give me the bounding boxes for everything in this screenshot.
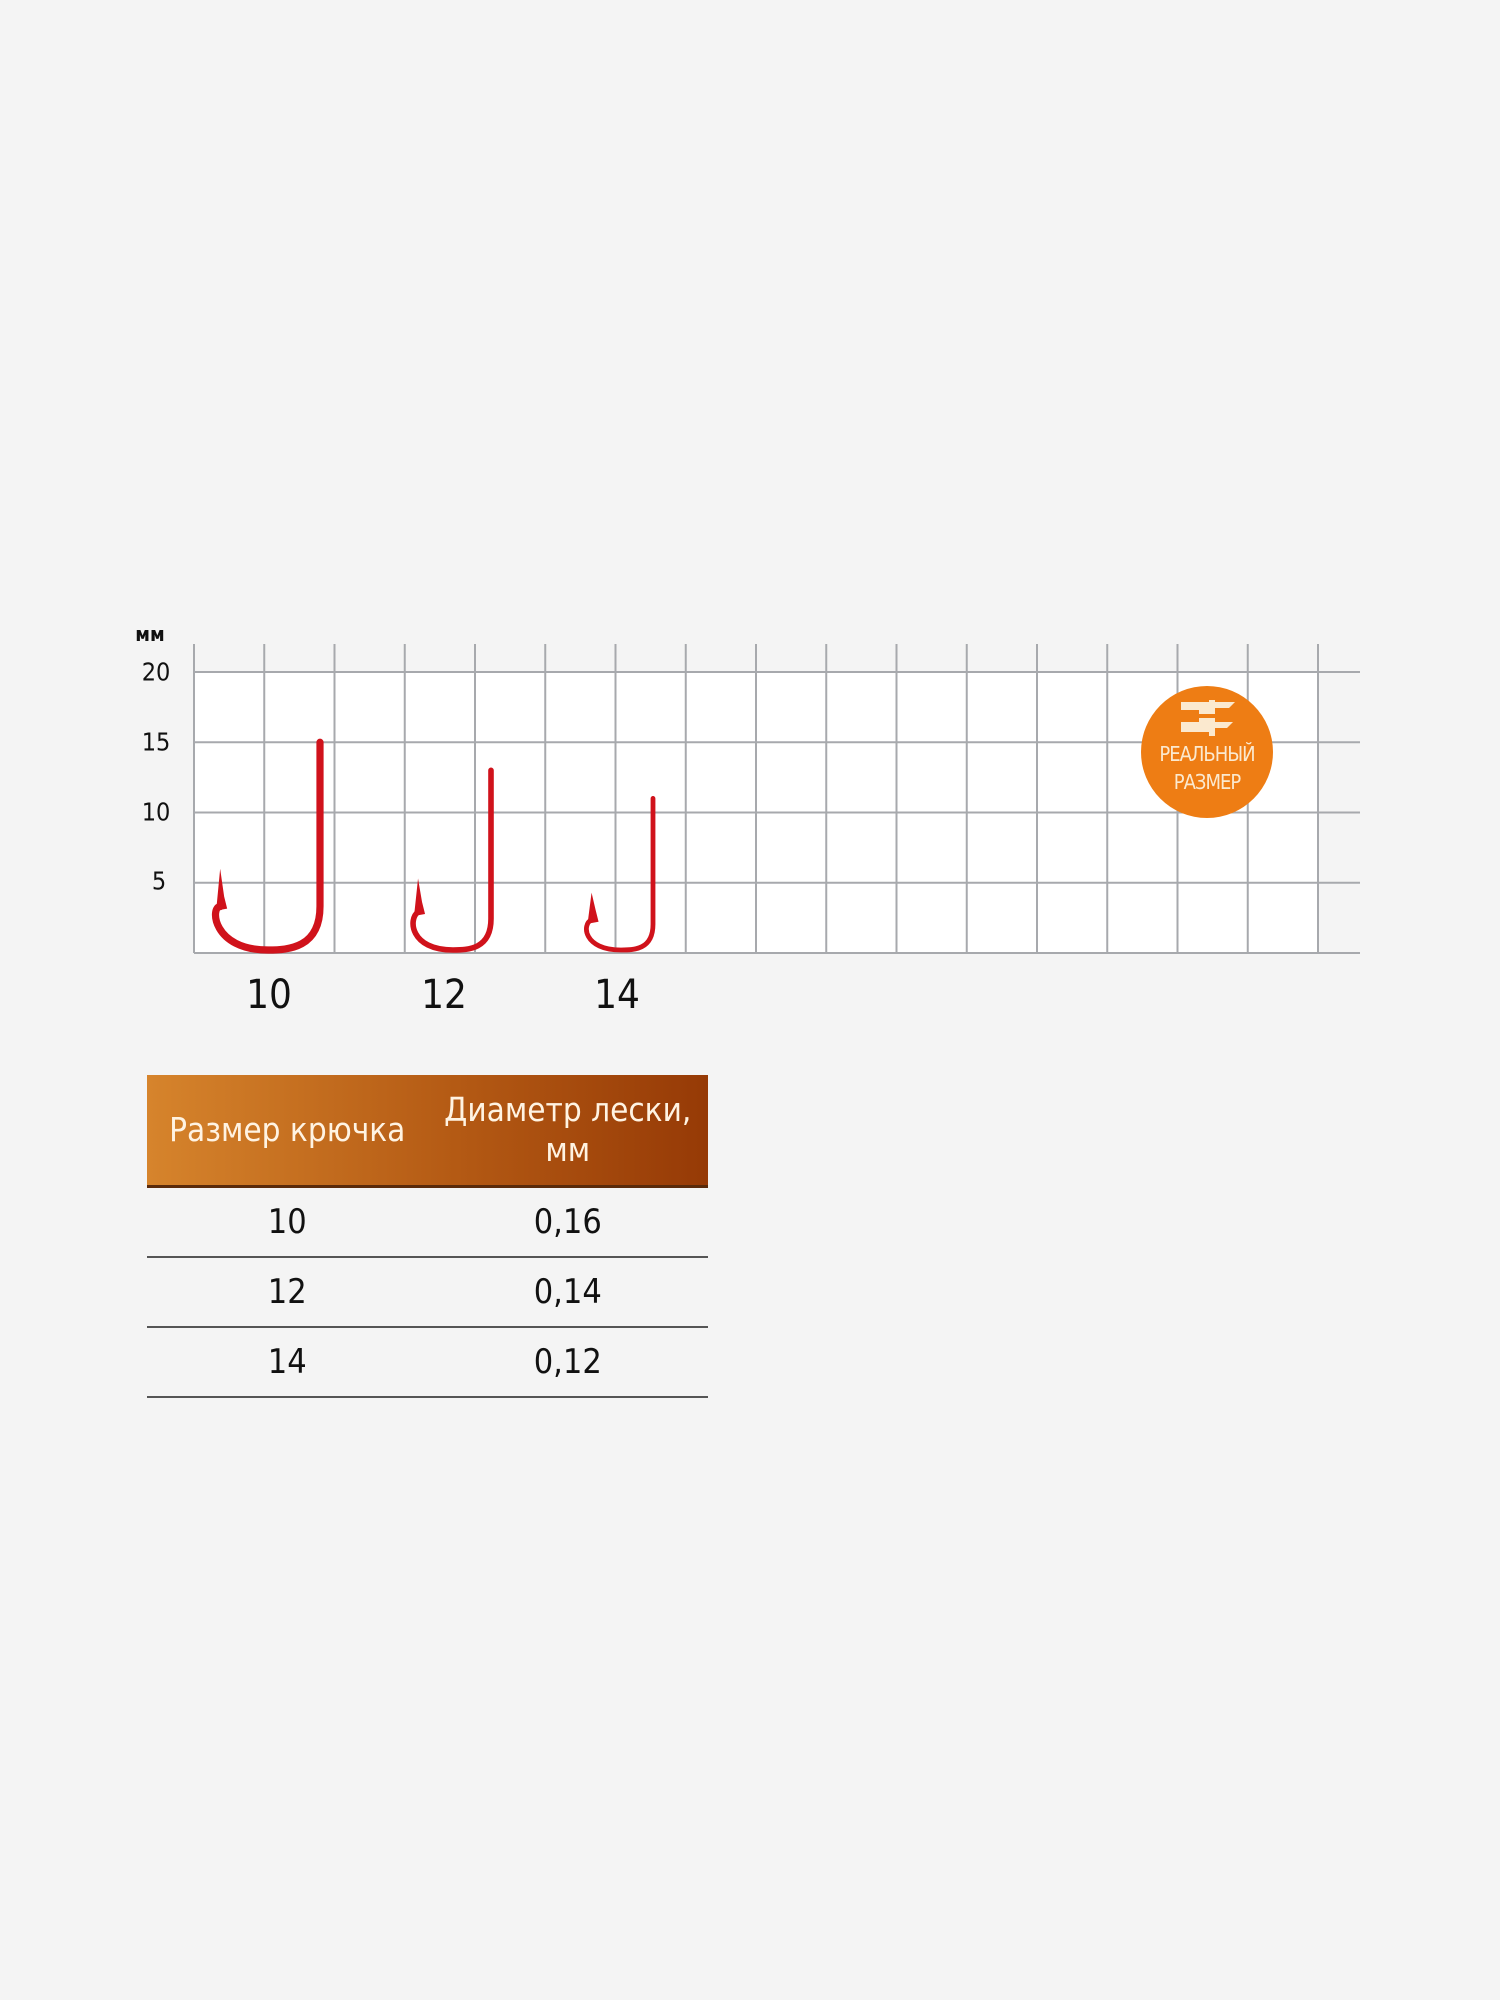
cell-size: 10 [267,1202,307,1242]
hook-point-14 [587,892,599,924]
y-tick-15: 15 [141,727,171,757]
unit-label: мм [135,622,165,646]
ruler-hook-icon [1181,700,1235,736]
hook-point-10 [216,868,228,911]
header-line-diameter: Диаметр лески, мм [444,1090,692,1169]
real-size-badge: РЕАЛЬНЫЙ РАЗМЕР [1141,686,1273,818]
cell-size: 12 [267,1272,307,1312]
hook-point-12 [414,878,426,917]
cell-diameter: 0,14 [533,1272,602,1312]
cell-diameter: 0,16 [533,1202,602,1242]
hook-10 [211,738,324,954]
table-row: 14 0,12 [147,1328,708,1398]
badge-line-2: РАЗМЕР [1173,770,1241,794]
line-diameter-table: Размер крючка Диаметр лески, мм 10 0,16 … [147,1075,708,1398]
hook-12 [410,767,494,953]
hook-label-12: 12 [421,972,467,1018]
hook-14 [584,796,656,953]
cell-size: 14 [267,1342,307,1382]
badge-line-1: РЕАЛЬНЫЙ [1159,742,1255,766]
table-row: 10 0,16 [147,1188,708,1258]
hook-label-14: 14 [594,972,640,1018]
cell-diameter: 0,12 [533,1342,602,1382]
y-tick-20: 20 [141,657,171,687]
hook-label-10: 10 [246,972,292,1018]
y-tick-10: 10 [141,797,171,827]
header-hook-size: Размер крючка [169,1110,406,1149]
table-header: Размер крючка Диаметр лески, мм [147,1075,708,1188]
y-tick-5: 5 [151,866,167,896]
table-row: 12 0,14 [147,1258,708,1328]
